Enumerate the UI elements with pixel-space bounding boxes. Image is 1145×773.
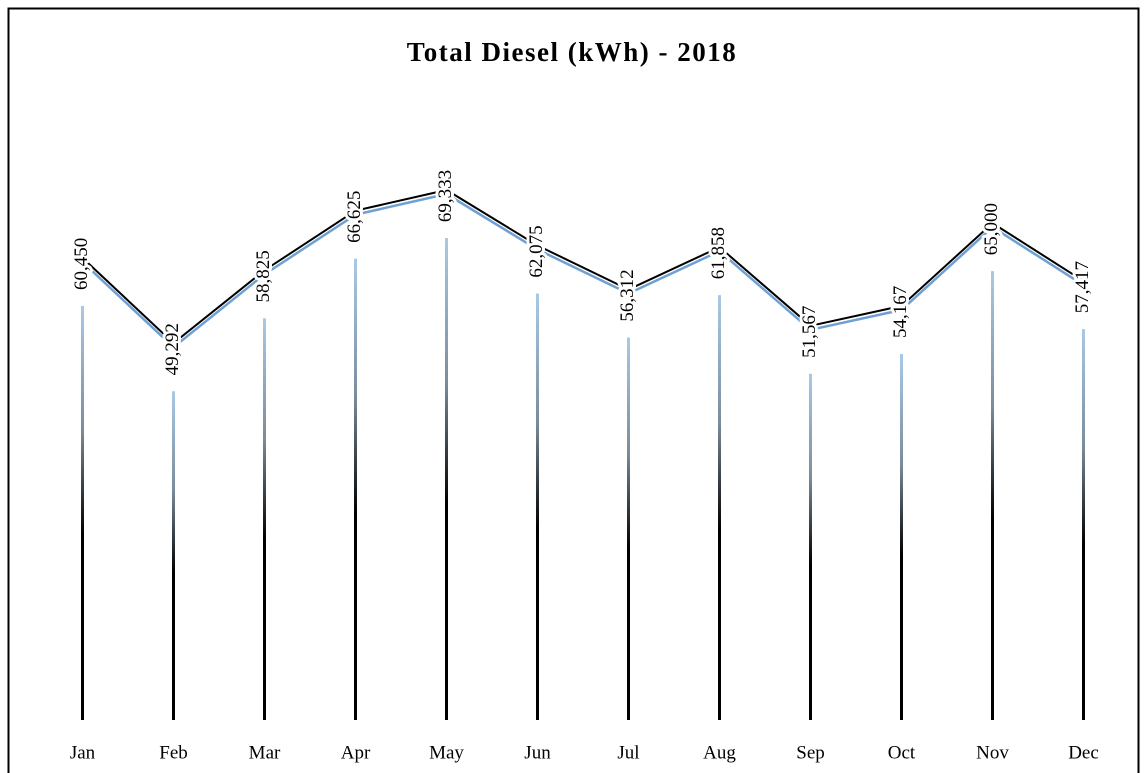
value-label: 54,167 — [890, 286, 911, 338]
drop-line — [991, 271, 994, 720]
value-label: 66,625 — [344, 191, 365, 243]
value-label: 49,292 — [162, 323, 183, 375]
x-tick-label: May — [429, 742, 464, 763]
value-label: 65,000 — [981, 203, 1002, 255]
value-label: 51,567 — [799, 306, 820, 358]
chart-title: Total Diesel (kWh) - 2018 — [407, 37, 738, 67]
drop-line — [172, 391, 175, 720]
x-tick-label: Jul — [617, 742, 639, 763]
drop-line — [354, 258, 357, 720]
x-tick-label: Mar — [249, 742, 281, 763]
value-label: 60,450 — [71, 238, 92, 290]
value-label: 62,075 — [526, 225, 547, 277]
x-tick-label: Nov — [976, 742, 1009, 763]
drop-line — [445, 238, 448, 720]
value-label: 61,858 — [708, 227, 729, 279]
value-label: 69,333 — [435, 170, 456, 222]
drop-line — [627, 337, 630, 720]
x-tick-label: Aug — [703, 742, 736, 763]
value-label: 56,312 — [617, 269, 638, 321]
frame — [7, 7, 1140, 773]
line — [81, 188, 1085, 345]
drop-line — [718, 295, 721, 720]
drop-line — [81, 305, 84, 720]
drop-line — [1082, 329, 1085, 720]
x-tick-label: Apr — [341, 742, 371, 763]
drop-line — [900, 353, 903, 720]
x-tick-label: Oct — [888, 742, 916, 763]
x-tick-label: Jun — [524, 742, 551, 763]
drop-line — [809, 373, 812, 720]
x-tick-label: Feb — [159, 742, 188, 763]
value-label: 57,417 — [1072, 261, 1093, 313]
x-tick-label: Jan — [70, 742, 96, 763]
x-tick-label: Dec — [1068, 742, 1099, 763]
drop-line — [536, 293, 539, 720]
value-label: 58,825 — [253, 250, 274, 302]
line-shadow — [81, 192, 1085, 349]
x-tick-label: Sep — [796, 742, 825, 763]
drop-line — [263, 318, 266, 720]
